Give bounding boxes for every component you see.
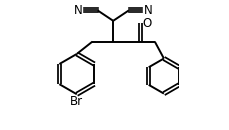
Text: N: N <box>144 4 153 17</box>
Text: O: O <box>142 17 151 30</box>
Text: N: N <box>74 4 82 17</box>
Text: Br: Br <box>70 95 83 108</box>
